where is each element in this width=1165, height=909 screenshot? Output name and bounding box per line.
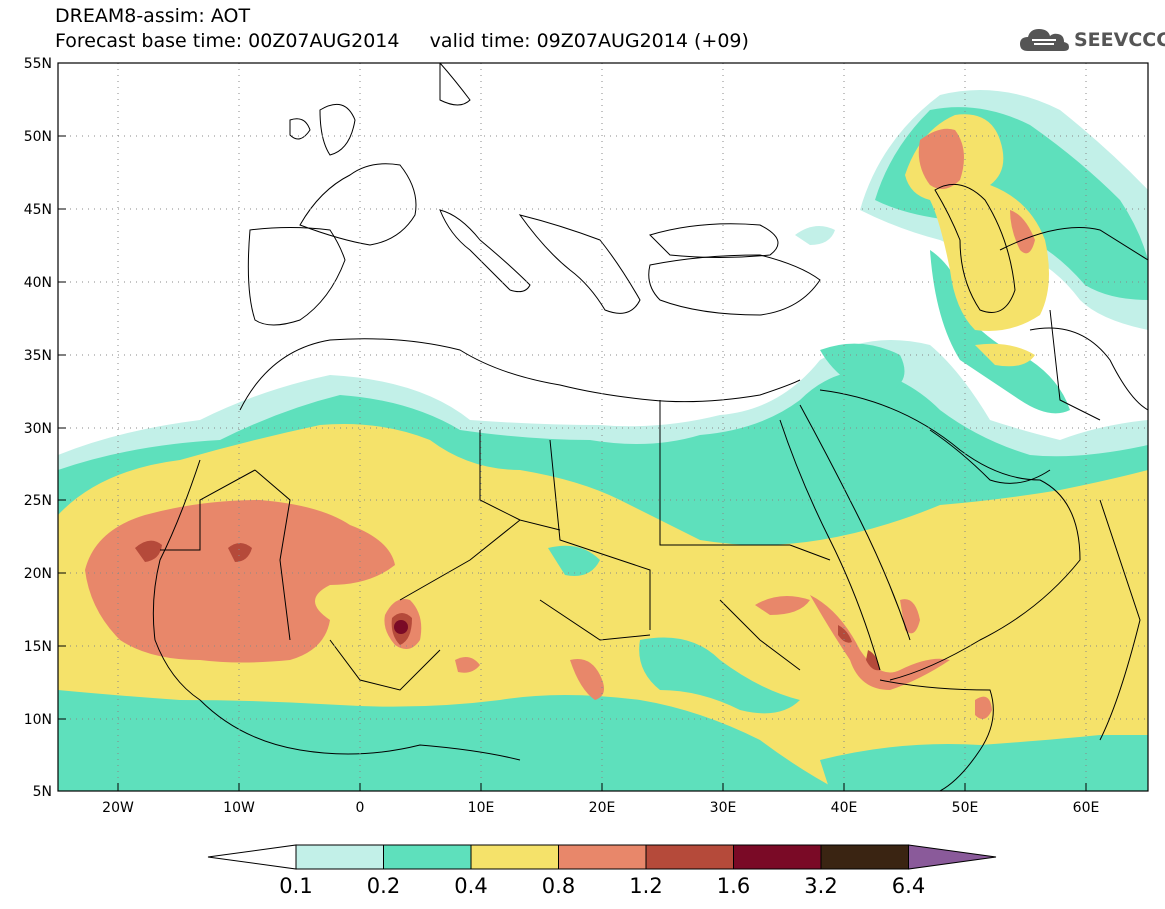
colorbar-label: 1.6 bbox=[717, 874, 750, 898]
lon-label: 10W bbox=[223, 800, 255, 816]
colorbar-label: 0.8 bbox=[542, 874, 575, 898]
lat-label: 20N bbox=[24, 566, 52, 582]
colorbar-segment bbox=[295, 844, 384, 870]
lon-label: 30E bbox=[710, 800, 737, 816]
lat-label: 45N bbox=[24, 202, 52, 218]
aot-level-0.8 bbox=[85, 128, 1035, 719]
colorbar-right-arrow bbox=[908, 844, 997, 870]
cloud-icon bbox=[1020, 29, 1069, 51]
forecast-time-line: Forecast base time: 00Z07AUG2014 valid t… bbox=[55, 30, 749, 52]
colorbar-label: 1.2 bbox=[629, 874, 662, 898]
map-frame bbox=[57, 62, 1149, 792]
lon-label: 0 bbox=[356, 800, 365, 816]
lon-label: 10E bbox=[468, 800, 495, 816]
colorbar-label: 6.4 bbox=[892, 874, 925, 898]
colorbar-label: 0.1 bbox=[279, 874, 312, 898]
axis-ticks bbox=[58, 62, 1087, 792]
colorbar-segment bbox=[558, 844, 647, 870]
logo-text: SEEVCCC bbox=[1074, 29, 1165, 51]
lon-label: 20W bbox=[102, 800, 134, 816]
colorbar: 0.1 0.2 0.4 0.8 1.2 1.6 3.2 6.4 bbox=[207, 844, 997, 898]
lon-label: 20E bbox=[589, 800, 616, 816]
colorbar-segment bbox=[383, 844, 472, 870]
lat-label: 50N bbox=[24, 129, 52, 145]
colorbar-left-arrow bbox=[207, 844, 297, 870]
gridlines bbox=[58, 63, 1148, 791]
aot-field bbox=[58, 90, 1148, 791]
colorbar-segment bbox=[645, 844, 734, 870]
lat-label: 35N bbox=[24, 348, 52, 364]
colorbar-label: 0.4 bbox=[454, 874, 487, 898]
lon-label: 50E bbox=[952, 800, 979, 816]
aot-level-0.2-inner bbox=[58, 545, 1148, 791]
colorbar-label: 3.2 bbox=[804, 874, 837, 898]
colorbar-segment bbox=[733, 844, 822, 870]
map-title: DREAM8-assim: AOT bbox=[55, 5, 251, 27]
lat-label: 5N bbox=[33, 784, 52, 800]
lat-label: 30N bbox=[24, 421, 52, 437]
coastlines bbox=[152, 63, 1148, 791]
lon-labels: 20W 10W 0 10E 20E 30E 40E 50E 60E bbox=[102, 800, 1099, 816]
aot-level-1.6 bbox=[394, 620, 408, 634]
lat-label: 15N bbox=[24, 639, 52, 655]
colorbar-segment bbox=[470, 844, 559, 870]
lat-labels: 55N 50N 45N 40N 35N 30N 25N 20N 15N 10N … bbox=[24, 56, 52, 800]
seevccc-logo: SEEVCCC bbox=[1018, 24, 1165, 56]
lat-label: 55N bbox=[24, 56, 52, 72]
lat-label: 25N bbox=[24, 493, 52, 509]
lon-label: 60E bbox=[1073, 800, 1100, 816]
lat-label: 40N bbox=[24, 275, 52, 291]
colorbar-segment bbox=[820, 844, 909, 870]
lat-label: 10N bbox=[24, 712, 52, 728]
lon-label: 40E bbox=[831, 800, 858, 816]
colorbar-label: 0.2 bbox=[367, 874, 400, 898]
